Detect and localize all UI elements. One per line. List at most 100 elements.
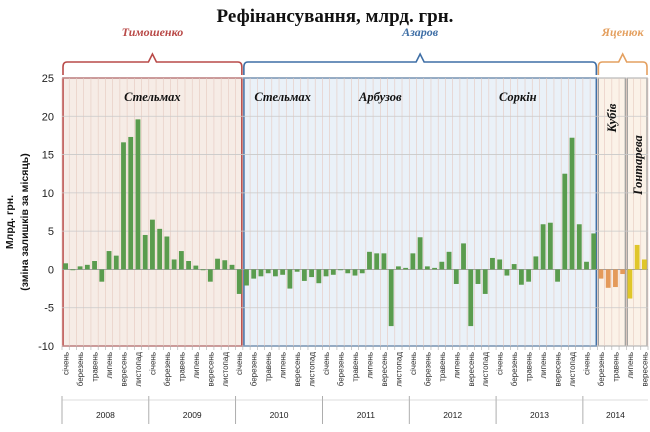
bar: [287, 269, 293, 289]
y-tick-label: -10: [38, 341, 54, 353]
month-tick-label: березень: [76, 352, 85, 386]
y-tick-label: 15: [42, 150, 54, 162]
bar: [576, 224, 582, 270]
bar: [92, 261, 97, 270]
y-tick-label: 5: [48, 226, 54, 238]
pm-name: Тимошенко: [122, 25, 184, 39]
pm-regions: [62, 77, 648, 347]
month-tick-label: травень: [264, 352, 273, 382]
month-tick-label: липень: [105, 352, 114, 379]
month-tick-label: січень: [496, 352, 505, 375]
y-tick-label: 10: [42, 188, 54, 200]
bar: [294, 269, 300, 272]
year-label: 2014: [606, 410, 625, 420]
month-tick-label: травень: [351, 352, 360, 382]
bar: [591, 233, 597, 270]
bar: [424, 266, 430, 270]
year-label: 2013: [530, 410, 549, 420]
bar: [627, 269, 633, 299]
bar: [280, 269, 286, 275]
bar: [410, 253, 416, 270]
pm-region-2: [598, 78, 647, 346]
year-labels: 2008 2009 2010 2011 2012 2013 2014: [61, 396, 648, 424]
bar: [70, 269, 76, 271]
month-tick-label: березень: [597, 352, 606, 386]
bar: [207, 269, 213, 282]
pm-bracket: [597, 52, 648, 75]
bar: [620, 269, 626, 275]
bar: [518, 269, 524, 285]
month-tick-label: липень: [452, 352, 461, 379]
bar: [381, 253, 387, 270]
bar: [316, 269, 322, 284]
bar: [273, 269, 278, 277]
bar: [367, 251, 372, 270]
bar: [497, 259, 503, 270]
y-axis-sublabel: (зміна залишків за місяць): [19, 153, 31, 290]
bar: [186, 261, 192, 270]
bar: [84, 264, 90, 270]
month-tick-label: листопад: [134, 352, 143, 387]
bar: [236, 269, 242, 294]
pm-region-1: [243, 78, 597, 346]
bar: [251, 269, 257, 279]
bar: [178, 251, 184, 270]
bar: [330, 269, 336, 275]
bar: [403, 267, 409, 270]
month-tick-label: листопад: [481, 352, 490, 387]
bar: [244, 269, 249, 286]
pm-region-0: [63, 78, 242, 346]
pm-bracket: [243, 52, 598, 75]
bar: [511, 264, 517, 270]
governor-name: Гонтарева: [631, 135, 645, 196]
bar: [128, 136, 134, 270]
month-tick-label: травень: [177, 352, 186, 382]
bar: [113, 255, 119, 270]
bar: [641, 259, 647, 270]
bar: [215, 258, 220, 270]
bar: [562, 173, 568, 270]
bar: [432, 267, 437, 270]
month-tick-label: вересень: [380, 352, 389, 387]
month-tick-label: липень: [539, 352, 548, 379]
bar: [352, 269, 358, 276]
month-tick-label: травень: [91, 352, 100, 382]
month-tick-label: листопад: [308, 352, 317, 387]
bar: [99, 269, 105, 282]
bar: [526, 269, 532, 282]
bar: [453, 269, 459, 284]
chart-title: Рефінансування, млрд. грн.: [217, 6, 454, 27]
bar: [613, 269, 618, 288]
bar: [135, 119, 141, 270]
bar: [475, 269, 481, 284]
bar: [142, 234, 148, 270]
governor-name: Соркін: [499, 90, 537, 104]
bar: [200, 269, 206, 271]
month-tick-label: січень: [583, 352, 592, 375]
year-label: 2010: [270, 410, 289, 420]
bar: [106, 251, 112, 270]
x-tick-labels: січень березень травень липень вересень листо…: [62, 346, 649, 387]
month-tick-label: листопад: [568, 352, 577, 387]
y-tick-label: 20: [42, 111, 54, 123]
month-tick-label: березень: [250, 352, 259, 386]
y-tick-label: 25: [42, 73, 54, 85]
y-tick-label: -5: [44, 303, 54, 315]
bar: [540, 224, 546, 270]
y-tick-labels: 25 20 15 10 5 0 -5 -10: [38, 73, 54, 353]
bar: [468, 269, 474, 327]
governor-labels: Стельмах Стельмах Арбузов Соркін Кубів Гонтар…: [124, 90, 645, 196]
bar: [555, 269, 560, 282]
bar: [359, 269, 365, 274]
year-label: 2009: [183, 410, 202, 420]
month-tick-label: січень: [322, 352, 331, 375]
year-label: 2008: [96, 410, 115, 420]
bar: [157, 228, 163, 270]
pm-headers: Тимошенко Азаров Яценюк: [62, 25, 648, 75]
bar: [265, 269, 271, 274]
governor-name: Стельмах: [124, 90, 181, 104]
month-tick-label: липень: [192, 352, 201, 379]
month-tick-label: липень: [365, 352, 374, 379]
month-tick-label: січень: [409, 352, 418, 375]
